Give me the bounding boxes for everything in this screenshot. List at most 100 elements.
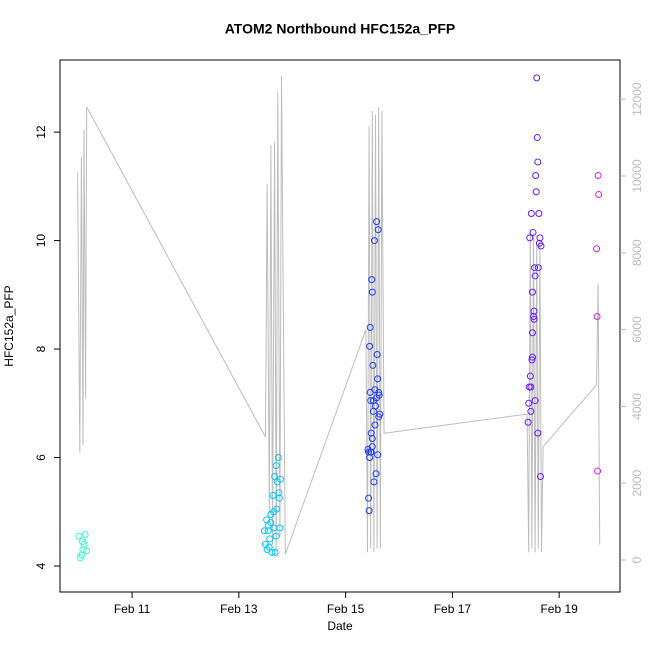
data-point [271, 472, 279, 480]
y2-tick-label: 2000 [630, 470, 644, 497]
data-point [534, 429, 542, 437]
data-point [368, 288, 376, 296]
data-point [366, 342, 374, 350]
data-point [594, 467, 602, 475]
y-tick-label: 12 [34, 125, 48, 139]
data-point [530, 313, 538, 321]
data-point [366, 323, 374, 331]
data-point [375, 388, 383, 396]
y2-tick-label: 6000 [630, 316, 644, 343]
data-point [265, 543, 273, 551]
data-point [530, 307, 538, 315]
data-point [75, 532, 83, 540]
data-point [374, 226, 382, 234]
data-point [531, 397, 539, 405]
data-point [368, 435, 376, 443]
x-tick-label: Feb 17 [434, 602, 472, 616]
data-point [367, 448, 375, 456]
data-point [369, 361, 377, 369]
data-point [526, 234, 534, 242]
profile-line [77, 76, 601, 555]
data-point [272, 532, 280, 540]
y-tick-label: 10 [34, 234, 48, 248]
data-point [536, 472, 544, 480]
data-point [374, 451, 382, 459]
data-point [276, 475, 284, 483]
data-point [372, 470, 380, 478]
data-point [373, 350, 381, 358]
data-point [276, 524, 284, 532]
data-point [374, 375, 382, 383]
data-point [531, 264, 539, 272]
data-point [595, 190, 603, 198]
data-point [271, 548, 279, 556]
x-tick-label: Feb 11 [114, 602, 151, 616]
data-point [76, 554, 84, 562]
data-point [594, 172, 602, 180]
data-point [264, 527, 272, 535]
y2-tick-label: 4000 [630, 393, 644, 420]
data-point [528, 353, 536, 361]
data-point [365, 507, 373, 515]
data-point [269, 491, 277, 499]
data-point [528, 356, 536, 364]
data-point [260, 527, 268, 535]
x-axis-label: Date [327, 619, 353, 633]
data-point [528, 329, 536, 337]
x-tick-label: Feb 19 [540, 602, 578, 616]
data-point [81, 531, 89, 539]
data-point [527, 209, 535, 217]
data-point [532, 172, 540, 180]
data-point [535, 209, 543, 217]
data-point [593, 313, 601, 321]
data-point [534, 158, 542, 166]
chart-title: ATOM2 Northbound HFC152a_PFP [225, 21, 456, 37]
data-point [266, 535, 274, 543]
data-point [524, 418, 532, 426]
x-tick-label: Feb 15 [327, 602, 365, 616]
data-point [365, 448, 373, 456]
plot-frame [59, 59, 621, 593]
data-point [275, 494, 283, 502]
data-point [525, 399, 533, 407]
y2-tick-label: 0 [630, 556, 644, 563]
data-point [533, 74, 541, 82]
data-point [274, 454, 282, 462]
data-point [531, 272, 539, 280]
data-point [275, 489, 283, 497]
data-point [78, 538, 86, 546]
data-point [527, 383, 535, 391]
data-point [370, 237, 378, 245]
data-point [367, 397, 375, 405]
y2-tick-label: 12000 [630, 82, 644, 116]
y-tick-label: 4 [34, 562, 48, 569]
data-point [526, 372, 534, 380]
y2-tick-label: 10000 [630, 159, 644, 193]
data-point [267, 519, 275, 527]
data-point [527, 407, 535, 415]
data-point [529, 228, 537, 236]
y-tick-label: 6 [34, 454, 48, 461]
data-point [371, 421, 379, 429]
data-point [532, 188, 540, 196]
data-point [365, 494, 373, 502]
data-point [370, 478, 378, 486]
y-axis-label: HFC152a_PFP [2, 285, 16, 366]
data-point [528, 288, 536, 296]
data-point [593, 245, 601, 253]
y-tick-label: 8 [34, 345, 48, 352]
data-point [530, 315, 538, 323]
data-point [373, 218, 381, 226]
y2-tick-label: 8000 [630, 239, 644, 266]
data-point [273, 505, 281, 513]
data-point [272, 462, 280, 470]
data-point [368, 276, 376, 284]
data-point [83, 547, 91, 555]
data-point [366, 388, 374, 396]
data-point [536, 234, 544, 242]
data-point [537, 242, 545, 250]
data-point [267, 510, 275, 518]
data-point [268, 548, 276, 556]
